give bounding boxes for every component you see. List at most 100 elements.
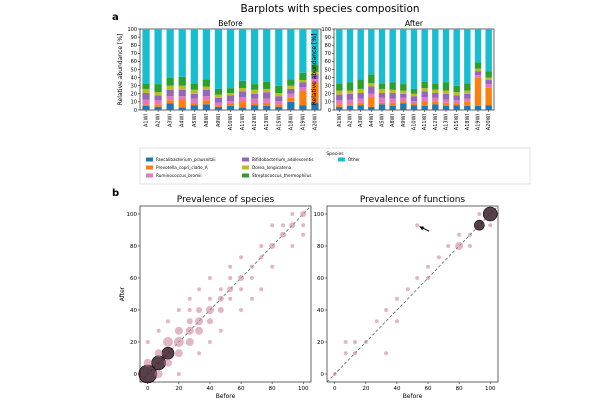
scatter-point (394, 319, 399, 324)
y-tick-label: 20 (131, 92, 137, 98)
scatter-point (176, 308, 181, 312)
scatter-point (301, 223, 306, 228)
scatter-functions: Prevalence of functions 0 20 40 60 80 100 0 20 40… (314, 195, 499, 400)
bar-segment (214, 88, 223, 95)
bar-segment (378, 92, 386, 98)
bar-segment (178, 85, 186, 90)
legend-swatch (338, 157, 345, 162)
bar-segment (190, 93, 198, 99)
bar-segment (474, 62, 482, 69)
scatter-point (426, 264, 431, 269)
bar-segment (453, 95, 460, 101)
x-tick-label: A19WI (300, 114, 306, 130)
legend-label: Streptococcus_thermophilus (252, 173, 311, 178)
scatter-point (415, 276, 420, 280)
y-axis-label: Relative abundance [%] (117, 34, 124, 106)
x-tick-label: A18WI (288, 114, 294, 130)
bar-segment (453, 105, 460, 110)
scatter-point (363, 340, 368, 344)
x-tick-label: 100 (485, 386, 496, 392)
scatter-point (488, 223, 493, 228)
scatter-point (280, 231, 287, 238)
plot-frame (139, 205, 312, 383)
scatter-point (174, 326, 183, 335)
bar-segment (464, 101, 471, 106)
bar-segment (421, 97, 428, 102)
bar-segment (389, 29, 396, 83)
x-tick-label: A1WI (144, 114, 150, 127)
y-tick-label: 50 (131, 67, 137, 73)
y-tick-label: 30 (325, 84, 331, 90)
scatter-point (218, 328, 223, 333)
bar-segment (190, 89, 198, 94)
y-tick-label: 70 (325, 51, 331, 57)
scatter-point (332, 372, 337, 376)
y-axis-label: Relative abundance [%] (311, 34, 318, 106)
bar-segment (464, 90, 471, 94)
bar-segment (275, 104, 283, 107)
bar-segment (214, 97, 223, 103)
bar-segment (336, 94, 343, 101)
bar-segment (311, 29, 319, 65)
bar-segment (357, 98, 364, 103)
x-tick-label: 40 (206, 386, 213, 392)
y-tick-label: 100 (127, 27, 137, 33)
scatter-point (301, 232, 306, 237)
legend-swatch (242, 157, 249, 162)
bar-segment (464, 29, 471, 84)
bar-segment (442, 102, 450, 106)
x-tick-label: A2WI (348, 114, 354, 127)
bar-segment (214, 29, 223, 89)
bar-segment (214, 106, 223, 110)
x-tick-label: A11WI (422, 114, 428, 130)
scatter-point (446, 244, 451, 248)
bar-segment (432, 89, 439, 93)
diagonal-line (326, 205, 499, 383)
x-tick-label: 0 (333, 386, 337, 392)
bar-segment (346, 105, 354, 110)
x-tick-label: A4WI (180, 114, 186, 127)
scatter-point (482, 206, 498, 222)
bar-segment (178, 96, 186, 100)
scatter-point (238, 275, 245, 281)
bar-segment (226, 101, 235, 104)
y-tick-label: 80 (130, 244, 137, 250)
bar-segment (368, 29, 375, 75)
bar-segment (485, 80, 492, 85)
bar-segment (400, 84, 407, 91)
bar-segment (311, 64, 319, 72)
bar-segment (287, 29, 295, 80)
bar-segment (389, 102, 396, 106)
bar-segment (263, 98, 271, 103)
x-tick-label: A9WI (401, 114, 407, 127)
bar-segment (238, 88, 247, 92)
bar-segment (263, 88, 271, 93)
bar-segment (166, 100, 174, 104)
y-tick-label: 70 (131, 51, 137, 57)
bar-segment (214, 94, 223, 98)
bar-segment (400, 103, 407, 110)
scatter-point (239, 308, 244, 312)
scatter-point (259, 287, 264, 292)
bar-segment (142, 105, 150, 110)
bar-segment (263, 81, 271, 89)
bar-segment (226, 105, 235, 110)
scatter-point (352, 351, 357, 356)
bar-segment (453, 100, 460, 104)
scatter-point (468, 232, 473, 237)
y-tick-label: 90 (325, 35, 331, 41)
scatter-species: Prevalence of species 0 20 40 60 80 100 0 20 40 60… (119, 195, 312, 400)
bar-segment (251, 103, 259, 106)
x-tick-label: 80 (456, 386, 463, 392)
bar-segment (378, 104, 386, 110)
scatter-point (455, 242, 464, 250)
scatter-point (228, 276, 233, 280)
scatter-point (186, 318, 193, 325)
bar-segment (453, 92, 460, 96)
bar-segment (485, 84, 492, 88)
bar-segment (166, 77, 174, 86)
legend-label: Dorea_longicatena (252, 165, 292, 170)
scatter-point (436, 255, 441, 260)
bar-segment (202, 104, 210, 110)
